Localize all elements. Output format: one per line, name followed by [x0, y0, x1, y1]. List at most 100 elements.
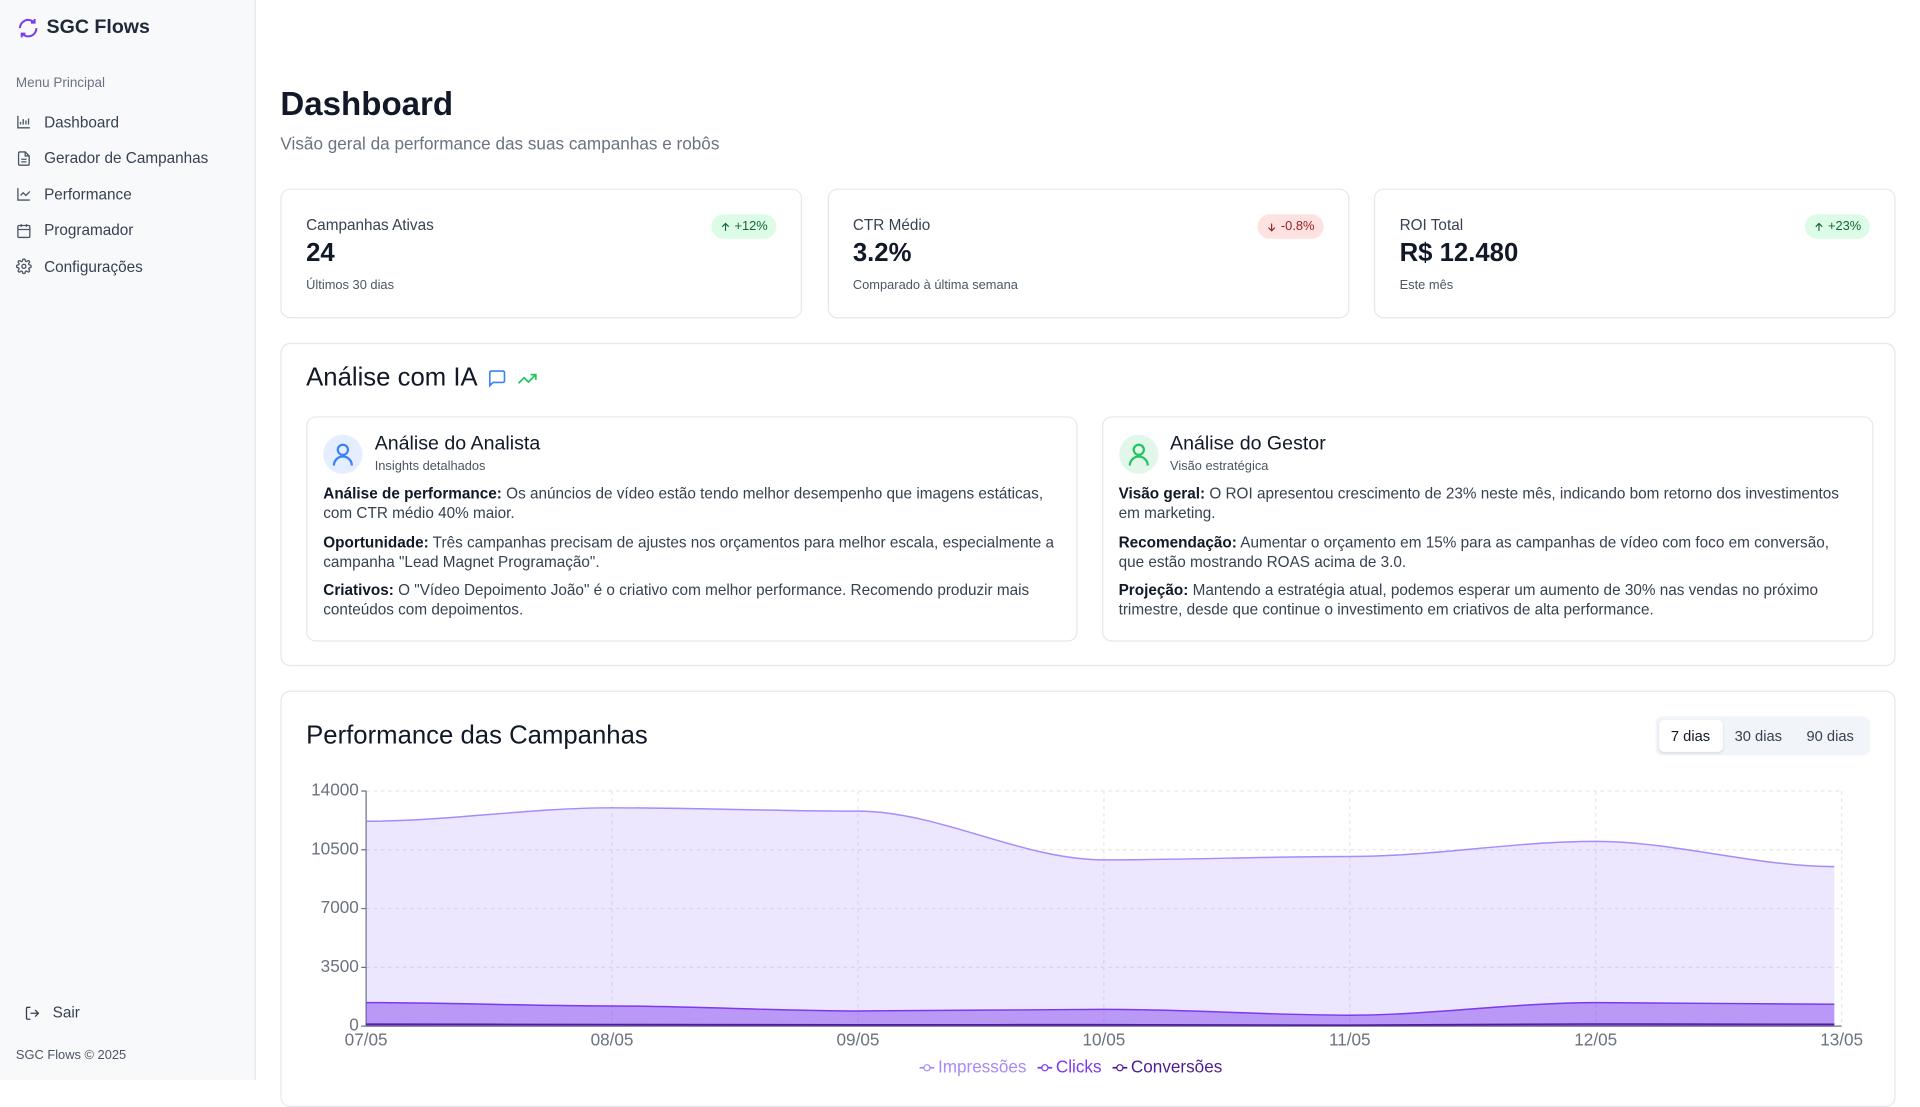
badge-text: +12%	[734, 219, 768, 234]
chat-icon	[489, 370, 506, 388]
sidebar: SGC Flows Menu Principal Dashboard Gerado…	[0, 0, 256, 1081]
nav-item[interactable]: Performance	[16, 176, 243, 212]
brand: SGC Flows	[17, 17, 150, 39]
range-button[interactable]: 7 dias	[1658, 720, 1723, 752]
panel-title: Análise do Gestor	[1170, 433, 1326, 455]
area	[366, 807, 1835, 1027]
stat-label: Campanhas Ativas	[306, 216, 434, 234]
legend: Impressões Clicks Conversões	[919, 1056, 1222, 1076]
x-tick-label: 12/05	[1574, 1029, 1617, 1049]
nav-icon	[15, 258, 32, 275]
stat-label: ROI Total	[1399, 216, 1464, 234]
ai-title: Análise com IA	[306, 363, 478, 392]
item-label: Recomendação:	[1118, 533, 1237, 551]
item-label: Visão geral:	[1118, 484, 1206, 503]
x-tick-label: 09/05	[837, 1029, 880, 1049]
stat-card: CTR Médio 3.2% Comparado à última semana -0…	[827, 188, 1349, 319]
item-text: Os anúncios de vídeo estão tendo melhor …	[323, 484, 1044, 522]
x-tick-label: 10/05	[1082, 1029, 1125, 1049]
avatar-icon	[332, 443, 353, 466]
legend-label: Impressões	[938, 1056, 1027, 1076]
logout-icon	[25, 1006, 40, 1020]
menu-title: Menu Principal	[15, 75, 106, 91]
badge-arrow	[1268, 222, 1276, 232]
analysis-item: Oportunidade: Três campanhas precisam de…	[323, 532, 1060, 572]
y-tick-label: 0	[349, 1015, 359, 1035]
nav-icon	[17, 150, 30, 166]
nav-item[interactable]: Programador	[16, 212, 243, 248]
item-label: Projeção:	[1118, 581, 1189, 600]
nav-label[interactable]: Programador	[44, 221, 134, 240]
item-text: O ROI apresentou crescimento de 23% nest…	[1118, 484, 1839, 522]
range-button[interactable]: 30 dias	[1734, 727, 1782, 745]
panel-titles: Análise do Gestor Visão estratégica	[1170, 433, 1326, 473]
chart-title: Performance das Campanhas	[306, 721, 648, 750]
analysis-item: Projeção: Mantendo a estratégia atual, p…	[1119, 581, 1856, 621]
nav-icon	[17, 223, 31, 238]
nav-icon	[17, 188, 31, 202]
stat-note: Este mês	[1399, 277, 1454, 293]
nav-item[interactable]: Configurações	[15, 249, 243, 285]
item-label: Oportunidade:	[323, 533, 429, 551]
nav-label[interactable]: Dashboard	[44, 113, 119, 131]
stat-card: Campanhas Ativas 24 Últimos 30 dias +12%	[280, 188, 803, 319]
nav-icon	[17, 116, 30, 129]
panel-title: Análise do Analista	[374, 433, 541, 455]
stat-value: 3.2%	[852, 238, 912, 267]
range-selector: 7 dias 30 dias 90 dias	[1654, 716, 1870, 756]
item-text: Aumentar o orçamento em 15% para as camp…	[1118, 533, 1829, 571]
logout[interactable]: Sair	[24, 1004, 80, 1022]
panel-header: Análise do Gestor Visão estratégica	[1118, 433, 1856, 474]
x-tick-label: 08/05	[591, 1029, 634, 1049]
panel-titles: Análise do Analista Insights detalhados	[375, 433, 541, 473]
stat-badge: +23%	[1804, 214, 1870, 239]
avatar-icon	[1128, 443, 1149, 466]
item-text: Mantendo a estratégia atual, podemos esp…	[1118, 581, 1818, 619]
y-tick-label: 10500	[311, 838, 359, 858]
analysis-item: Análise de performance: Os anúncios de v…	[323, 484, 1060, 524]
range-button[interactable]: 90 dias	[1806, 727, 1854, 745]
nav: Dashboard Gerador de Campanhas Performance…	[15, 104, 243, 285]
avatar	[1118, 434, 1158, 474]
stat-badge: +12%	[711, 214, 777, 239]
ai-analysis: Análise com IA Análise do Analista Insigh…	[280, 342, 1896, 667]
nav-label[interactable]: Configurações	[44, 258, 143, 276]
stat-badge: -0.8%	[1257, 214, 1324, 239]
item-label: Análise de performance:	[323, 484, 502, 503]
legend-label: Conversões	[1131, 1056, 1222, 1076]
panel-header: Análise do Analista Insights detalhados	[323, 433, 1060, 474]
logout-label[interactable]: Sair	[52, 1004, 80, 1022]
analysis-item: Recomendação: Aumentar o orçamento em 15…	[1119, 532, 1856, 572]
line	[366, 807, 1835, 868]
legend-dot	[1041, 1064, 1049, 1072]
nav-label[interactable]: Gerador de Campanhas	[44, 149, 209, 167]
y-tick-label: 14000	[311, 780, 359, 800]
brand-icon	[18, 18, 38, 38]
analysis-panel: Análise do Analista Insights detalhados An…	[306, 416, 1078, 642]
badge-arrow	[1815, 222, 1823, 231]
nav-item[interactable]: Gerador de Campanhas	[16, 140, 243, 176]
analysis-item: Visão geral: O ROI apresentou cresciment…	[1119, 484, 1856, 524]
stat-card: ROI Total R$ 12.480 Este mês +23%	[1373, 188, 1896, 319]
nav-label[interactable]: Performance	[44, 185, 132, 203]
line	[366, 1001, 1835, 1016]
ai-title-row: Análise com IA	[306, 364, 538, 393]
item-label: Criativos:	[323, 581, 394, 600]
nav-item[interactable]: Dashboard	[16, 104, 243, 140]
avatar	[323, 434, 363, 474]
line	[366, 1023, 1835, 1026]
badge-text: +23%	[1827, 219, 1862, 234]
stat-label: CTR Médio	[852, 216, 931, 234]
stat-note: Comparado à última semana	[852, 277, 1018, 293]
badge-arrow	[721, 222, 729, 231]
brand-name: SGC Flows	[46, 17, 150, 38]
performance-card: Performance das Campanhas 7 dias 30 dias 9…	[280, 690, 1896, 1107]
analysis-item: Criativos: O "Vídeo Depoimento João" é o…	[323, 581, 1060, 621]
chart: 0 3500 7000 10500 14000 07/05 08/05 09/05 10/05 1…	[311, 780, 1863, 1077]
panel-subtitle: Insights detalhados	[374, 459, 486, 474]
stat-value: R$ 12.480	[1399, 238, 1519, 267]
panel-subtitle: Visão estratégica	[1170, 459, 1269, 474]
x-tick-label: 11/05	[1329, 1029, 1371, 1049]
